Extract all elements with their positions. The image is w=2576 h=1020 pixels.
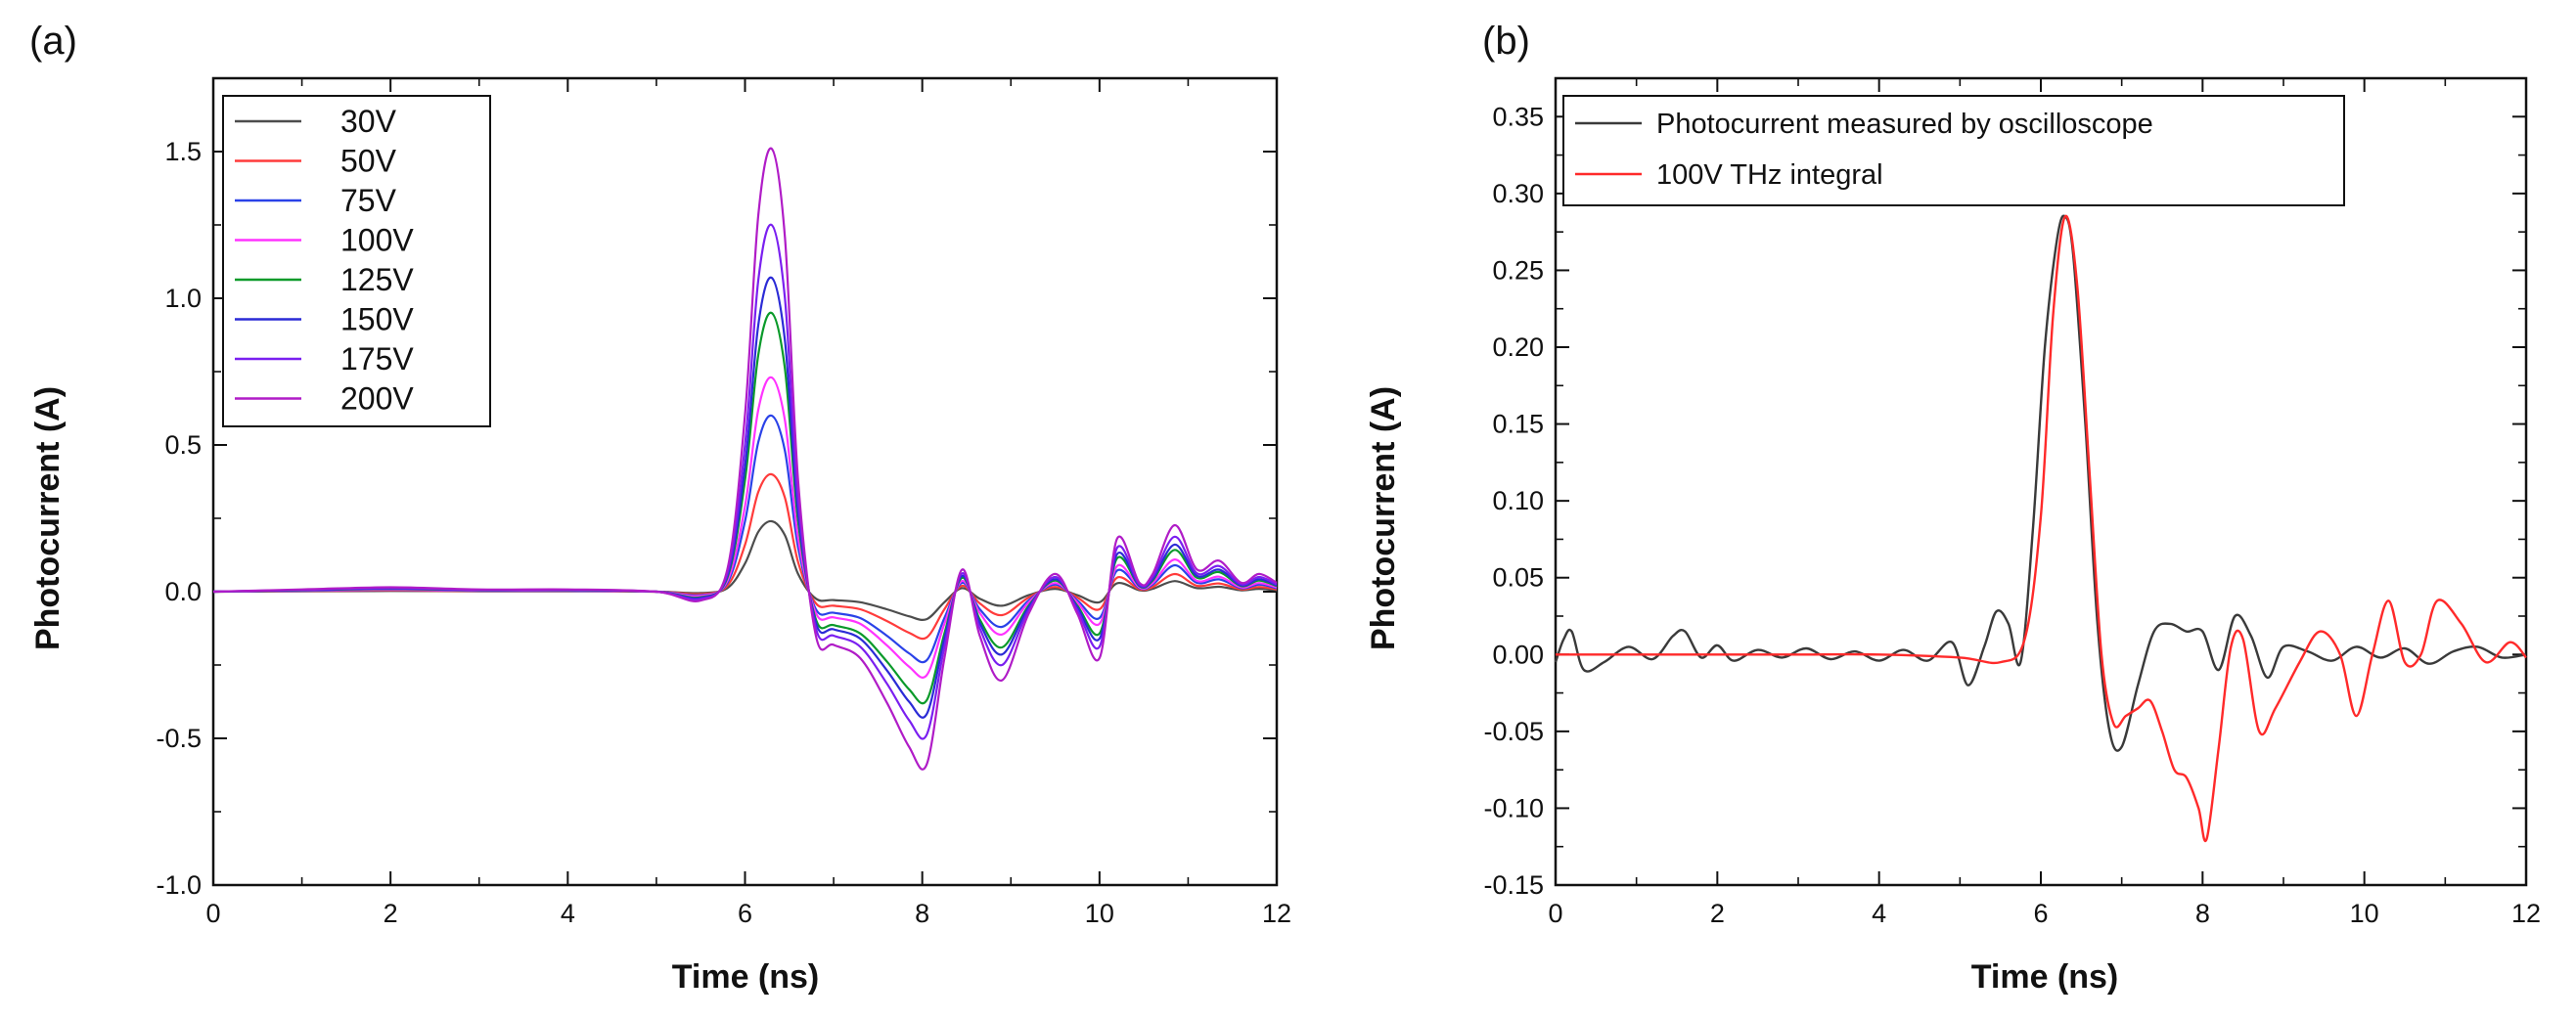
panel-b-y-tick-label: -0.10 <box>1483 793 1544 822</box>
panel-a-x-axis-title: Time (ns) <box>672 958 820 996</box>
panel-b-x-tick-label: 2 <box>1710 899 1725 928</box>
panel-b-x-tick-label: 6 <box>2033 899 2048 928</box>
panel-a-series-line-50V <box>212 472 1278 641</box>
panel-b-y-tick-label: 0.05 <box>1492 563 1544 593</box>
panel-a-legend-label: 30V <box>340 104 397 139</box>
panel-b-y-tick-label: 0.30 <box>1492 179 1544 208</box>
panel-a-x-tick-label: 10 <box>1085 899 1114 928</box>
panel-b-y-tick-label: 0.10 <box>1492 486 1544 515</box>
panel-b-y-tick-label: -0.15 <box>1483 870 1544 900</box>
panel-a-y-tick-label: 1.0 <box>164 284 202 313</box>
panel-a-legend-label: 150V <box>340 302 414 337</box>
panel-b-series-line-oscilloscope <box>1554 214 2527 752</box>
panel-b-legend-box <box>1562 95 2345 206</box>
panel-a-legend-label: 75V <box>340 183 397 218</box>
panel-b-y-tick-label: 0.20 <box>1492 333 1544 362</box>
panel-b-y-axis-title: Photocurrent (A) <box>1365 386 1402 650</box>
panel-b-x-axis-title: Time (ns) <box>1971 958 2119 996</box>
panel-a-x-tick-label: 8 <box>915 899 929 928</box>
panel-b-label: (b) <box>1482 20 1530 63</box>
panel-a-legend-label: 100V <box>340 223 414 258</box>
panel-a-x-tick-label: 4 <box>561 899 575 928</box>
panel-a-x-tick-label: 2 <box>384 899 398 928</box>
panel-b-x-tick-label: 0 <box>1548 899 1562 928</box>
panel-b-y-tick-label: 0.15 <box>1492 410 1544 439</box>
panel-a-legend-box <box>222 95 491 427</box>
panel-b-legend-label: Photocurrent measured by oscilloscope <box>1656 109 2153 140</box>
panel-b-y-tick-label: 0.35 <box>1492 102 1544 131</box>
panel-a-legend-label: 50V <box>340 144 397 179</box>
panel-a: (a) 0 2 4 6 8 10 12 -1.0 -0.5 0.0 0.5 1.0 1.5 30V 50V 7… <box>29 20 1291 996</box>
panel-a-y-tick-label: 0.0 <box>164 577 202 606</box>
panel-b-y-tick-label: -0.05 <box>1483 717 1544 746</box>
panel-b-series-line-thz-integral <box>1556 214 2527 843</box>
panel-a-y-tick-label: 1.5 <box>164 137 202 166</box>
panel-a-legend-label: 125V <box>340 262 414 297</box>
panel-a-label: (a) <box>29 20 77 63</box>
panel-a-x-tick-label: 0 <box>205 899 220 928</box>
panel-b: (b) 0 2 4 6 8 10 12 -0.15 -0.10 -0.05 0.00 0.05 0.10… <box>1365 20 2541 996</box>
panel-b-x-tick-label: 4 <box>1872 899 1886 928</box>
panel-a-x-tick-label: 6 <box>738 899 752 928</box>
panel-b-plot-area: 0 2 4 6 8 10 12 -0.15 -0.10 -0.05 0.00 0.05 0.10 0.15… <box>1483 76 2541 928</box>
panel-a-legend-label: 175V <box>340 341 414 377</box>
panel-a-y-tick-label: -1.0 <box>156 870 202 900</box>
panel-b-y-tick-label: 0.25 <box>1492 255 1544 285</box>
panel-a-y-tick-label: -0.5 <box>156 724 202 753</box>
panel-b-legend-label: 100V THz integral <box>1656 159 1883 191</box>
panel-a-y-axis-title: Photocurrent (A) <box>29 386 67 650</box>
panel-a-x-tick-label: 12 <box>1262 899 1291 928</box>
panel-a-series-line-200V <box>212 147 1278 771</box>
panel-b-y-tick-label: 0.00 <box>1492 640 1544 669</box>
panel-b-x-tick-label: 12 <box>2511 899 2541 928</box>
panel-a-plot-area: 0 2 4 6 8 10 12 -1.0 -0.5 0.0 0.5 1.0 1.5 30V 50V 75V 10… <box>156 76 1291 928</box>
panel-a-y-tick-label: 0.5 <box>164 430 202 460</box>
panel-b-x-tick-label: 8 <box>2195 899 2210 928</box>
panel-b-x-tick-label: 10 <box>2350 899 2379 928</box>
panel-a-legend-label: 200V <box>340 381 414 417</box>
